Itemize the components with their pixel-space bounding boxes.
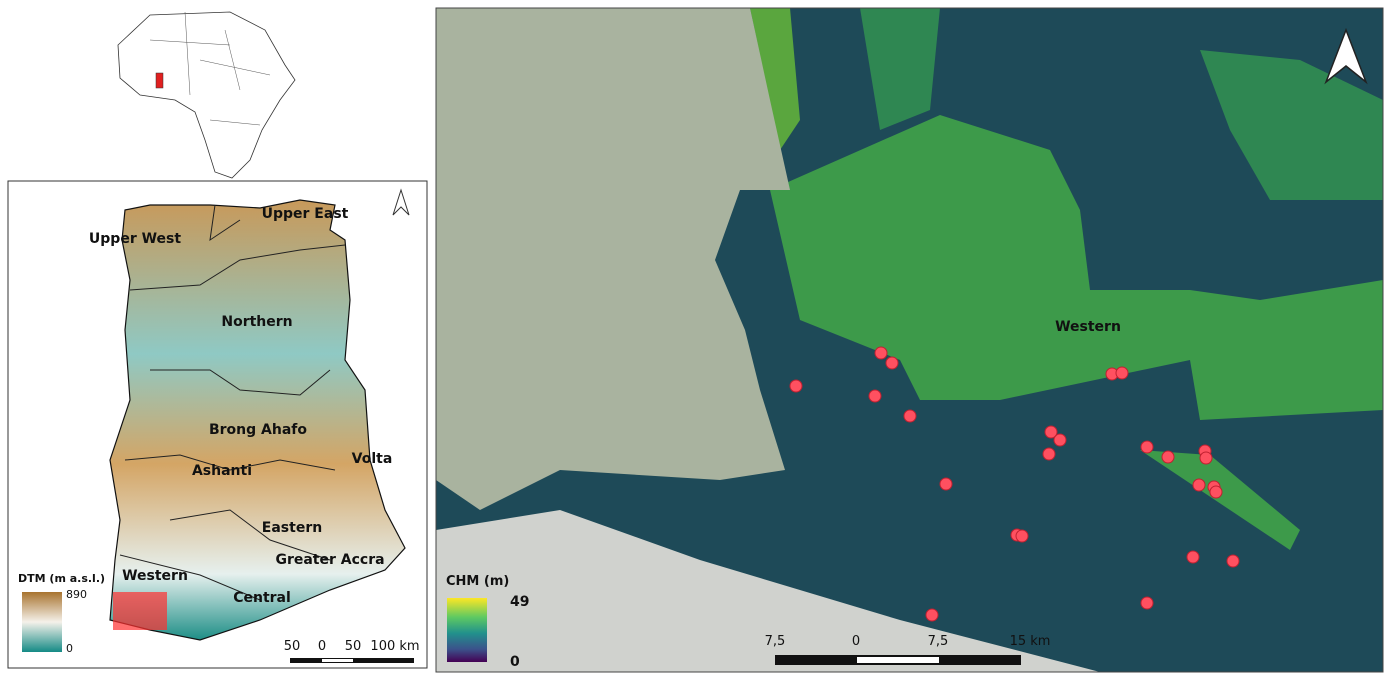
legend-min: 0 <box>510 654 520 670</box>
figure: Upper East Upper West Northern Brong Aha… <box>0 0 1385 674</box>
region-label: Northern <box>221 314 292 330</box>
region-label: Upper East <box>262 206 349 222</box>
legend-max: 890 <box>66 588 87 601</box>
scale-label: 0 <box>852 634 860 649</box>
region-label: Ashanti <box>192 463 252 479</box>
region-label: Upper West <box>89 231 181 247</box>
study-area-map <box>436 8 1383 672</box>
region-label: Greater Accra <box>275 552 384 568</box>
scale-bar <box>775 655 1021 665</box>
region-label: Central <box>233 590 291 606</box>
legend-title: CHM (m) <box>446 574 509 589</box>
study-area-box <box>113 592 167 630</box>
region-label: Eastern <box>262 520 322 536</box>
region-label: Brong Ahafo <box>209 422 307 438</box>
scale-label: 7,5 <box>928 634 949 649</box>
legend-min: 0 <box>66 642 73 655</box>
page: Upper East Upper West Northern Brong Aha… <box>0 0 1385 674</box>
scale-label: 100 km <box>370 639 419 654</box>
scale-label: 7,5 <box>765 634 786 649</box>
scale-label: 0 <box>318 639 326 654</box>
scale-bar <box>290 658 414 663</box>
scale-label: 50 <box>345 639 362 654</box>
africa-inset <box>118 12 295 178</box>
legend-gradient <box>447 598 487 662</box>
region-label: Western <box>1055 319 1121 335</box>
scale-label: 50 <box>284 639 301 654</box>
legend-title: DTM (m a.s.l.) <box>18 572 105 585</box>
legend-gradient <box>22 592 62 652</box>
region-label: Western <box>122 568 188 584</box>
scale-label: 15 km <box>1010 634 1051 649</box>
region-label: Volta <box>352 451 393 467</box>
legend-max: 49 <box>510 594 529 610</box>
